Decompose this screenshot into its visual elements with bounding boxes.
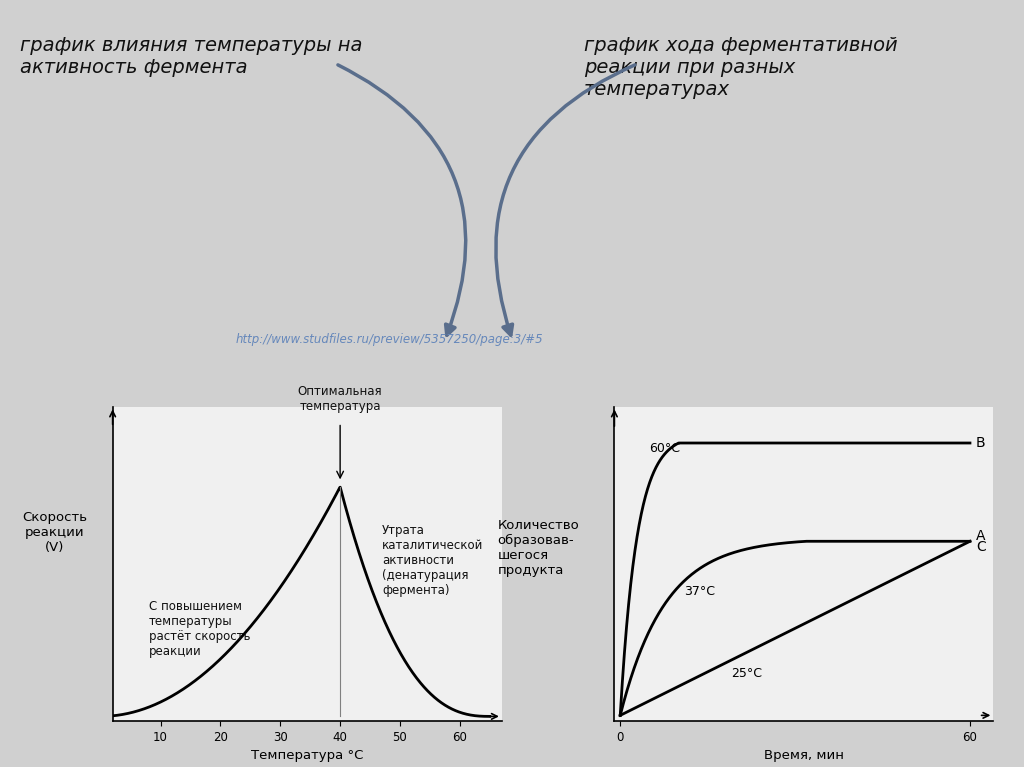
- Text: Скорость
реакции
(V): Скорость реакции (V): [22, 511, 87, 554]
- Text: Оптимальная
температура: Оптимальная температура: [298, 385, 382, 413]
- Text: график хода ферментативной
реакции при разных
температурах: график хода ферментативной реакции при р…: [584, 36, 897, 99]
- Text: Количество
образовав-
шегося
продукта: Количество образовав- шегося продукта: [498, 519, 580, 577]
- Text: 60°C: 60°C: [649, 442, 680, 455]
- Text: график влияния температуры на
активность фермента: график влияния температуры на активность…: [20, 36, 362, 77]
- Text: C: C: [976, 540, 985, 554]
- Text: B: B: [976, 436, 985, 450]
- Text: A: A: [976, 528, 985, 543]
- X-axis label: Температура °С: Температура °С: [251, 749, 364, 762]
- Text: С повышением
температуры
растёт скорость
реакции: С повышением температуры растёт скорость…: [148, 600, 250, 658]
- Text: 37°C: 37°C: [684, 585, 716, 598]
- X-axis label: Время, мин: Время, мин: [764, 749, 844, 762]
- Text: Утрата
каталитической
активности
(денатурация
фермента): Утрата каталитической активности (денату…: [382, 524, 483, 597]
- Text: 25°C: 25°C: [731, 667, 762, 680]
- Text: http://www.studfiles.ru/preview/5357250/page:3/#5: http://www.studfiles.ru/preview/5357250/…: [236, 333, 543, 346]
